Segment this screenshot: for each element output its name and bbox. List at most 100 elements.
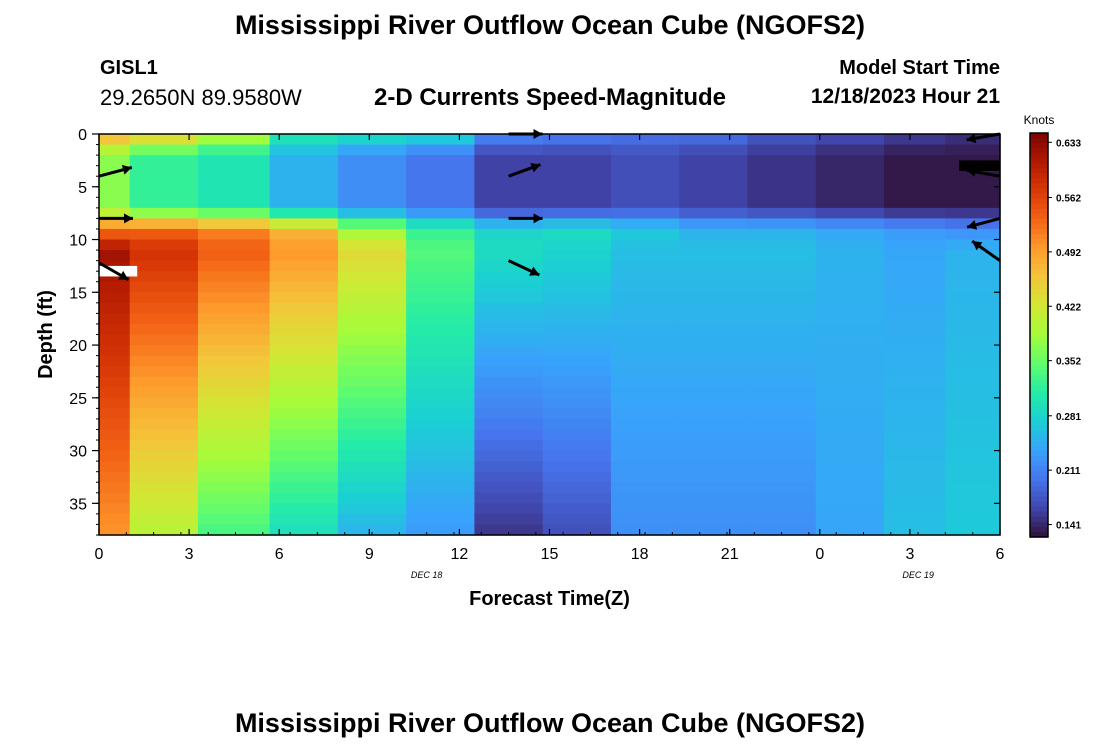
heatmap-cell — [269, 429, 339, 441]
heatmap-cell — [269, 207, 339, 220]
heatmap-cell — [883, 471, 946, 483]
heatmap-cell — [610, 176, 680, 188]
heatmap-cell — [129, 429, 199, 441]
heatmap-cell — [129, 440, 199, 452]
heatmap-cell — [337, 260, 407, 272]
heatmap-cell — [474, 345, 544, 357]
heatmap-cell — [815, 260, 885, 272]
heatmap-cell — [269, 155, 339, 167]
heatmap-cell — [197, 197, 271, 209]
heatmap-cell — [129, 292, 199, 304]
heatmap-cell — [99, 503, 131, 515]
colorbar-segment — [1030, 294, 1048, 301]
heatmap-cell — [129, 408, 199, 420]
heatmap-cell — [197, 387, 271, 399]
heatmap-cell — [542, 440, 612, 452]
heatmap-cell — [474, 387, 544, 399]
heatmap-cell — [337, 397, 407, 409]
heatmap-cell — [945, 144, 1001, 156]
heatmap-cell — [542, 503, 612, 515]
vector-head — [966, 166, 977, 177]
heatmap-cell — [474, 492, 544, 504]
heatmap-cell — [269, 440, 339, 452]
heatmap-cell — [129, 197, 199, 209]
heatmap-cell — [747, 144, 817, 156]
heatmap-cell — [542, 218, 612, 230]
vector-head — [121, 164, 132, 175]
colorbar-segment — [1030, 360, 1048, 366]
heatmap-cell — [542, 197, 612, 209]
heatmap-cell — [610, 302, 680, 314]
heatmap-cell — [542, 186, 612, 198]
y-tick-label: 10 — [69, 233, 87, 250]
heatmap-cell — [679, 250, 749, 262]
colorbar-segment — [1030, 228, 1048, 235]
heatmap-cell — [269, 334, 339, 346]
heatmap-cell — [406, 281, 476, 293]
heatmap-cell — [610, 239, 680, 251]
current-vector — [966, 216, 1001, 230]
heatmap-cell — [747, 134, 817, 146]
heatmap-cell — [129, 503, 199, 515]
heatmap-cell — [883, 302, 946, 314]
colorbar-segment — [1030, 496, 1048, 503]
heatmap-cell — [542, 144, 612, 156]
heatmap-cell — [945, 397, 1001, 409]
y-tick-label: 25 — [69, 391, 87, 408]
colorbar-segment — [1030, 420, 1048, 427]
heatmap-cell — [474, 313, 544, 325]
heatmap-cell — [747, 260, 817, 272]
heatmap-cell — [337, 461, 407, 473]
heatmap-cell — [815, 313, 885, 325]
heatmap-cell — [474, 376, 544, 388]
heatmap-cell — [883, 228, 946, 241]
heatmap-cell — [945, 524, 1001, 536]
station-coordinates: 29.2650N 89.9580W — [100, 85, 302, 110]
y-tick-label: 30 — [69, 444, 87, 461]
heatmap-cell — [679, 144, 749, 156]
heatmap-cell — [883, 313, 946, 325]
heatmap-cell — [610, 513, 680, 526]
heatmap-cell — [129, 176, 199, 188]
colorbar-segment — [1030, 213, 1048, 220]
heatmap-cell — [883, 134, 946, 146]
colorbar-segment — [1030, 183, 1048, 190]
heatmap-cell — [99, 482, 131, 494]
heatmap-cell — [945, 450, 1001, 462]
heatmap-cell — [945, 186, 1001, 198]
colorbar-segment — [1030, 441, 1048, 447]
heatmap-cell — [815, 155, 885, 167]
heatmap-cell — [883, 482, 946, 494]
colorbar-segment — [1030, 521, 1048, 528]
heatmap-cell — [337, 228, 407, 241]
vector-head — [118, 270, 129, 280]
colorbar-segment — [1030, 309, 1048, 316]
heatmap-cell — [747, 165, 817, 177]
heatmap-cell — [815, 503, 885, 515]
heatmap-cell — [197, 186, 271, 198]
heatmap-cell — [747, 513, 817, 526]
colorbar-segment — [1030, 491, 1048, 498]
heatmap-cell — [883, 186, 946, 198]
heatmap-cell — [474, 271, 544, 283]
heatmap-cell — [815, 281, 885, 293]
heatmap-cell — [610, 408, 680, 420]
heatmap-cell — [99, 134, 131, 146]
heatmap-cell — [129, 228, 199, 241]
heatmap-cell — [337, 218, 407, 230]
heatmap-cell — [945, 281, 1001, 293]
heatmap-cell — [99, 355, 131, 367]
heatmap-cell — [337, 155, 407, 167]
heatmap-cell — [129, 260, 199, 272]
colorbar-segment — [1030, 234, 1048, 240]
heatmap-cell — [337, 492, 407, 504]
heatmap-cell — [542, 461, 612, 473]
heatmap-cell — [542, 450, 612, 462]
heatmap-cell — [883, 366, 946, 378]
heatmap-cell — [747, 440, 817, 452]
vector-head — [529, 266, 540, 276]
heatmap-cell — [815, 228, 885, 241]
heatmap-cell — [815, 492, 885, 504]
heatmap-cell — [883, 461, 946, 473]
colorbar-tick-label: 0.281 — [1056, 412, 1081, 423]
